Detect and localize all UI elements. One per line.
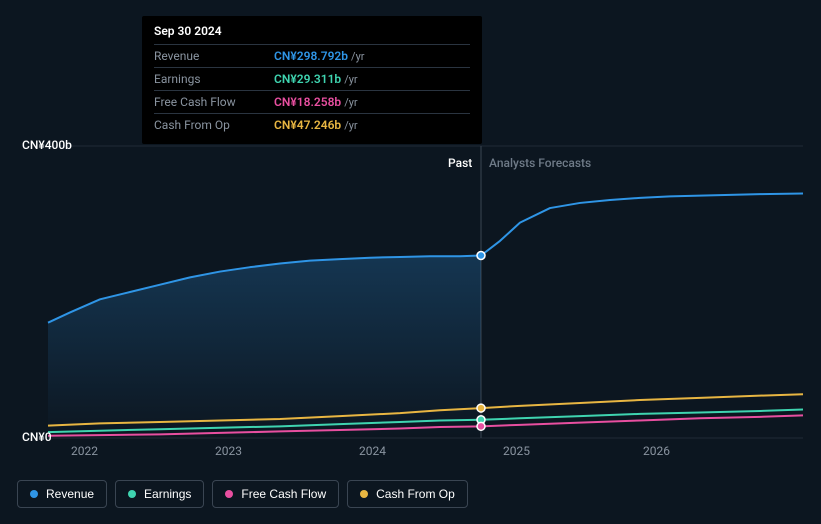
x-axis-label: 2023 (215, 444, 242, 458)
period-forecast-label: Analysts Forecasts (489, 156, 591, 170)
legend-swatch (225, 490, 233, 498)
tooltip-metric-value: CN¥47.246b/yr (274, 118, 358, 132)
x-axis-label: 2024 (359, 444, 386, 458)
tooltip-metric-label: Earnings (154, 72, 254, 86)
x-axis-label: 2025 (503, 444, 530, 458)
financials-chart: CN¥400b CN¥0 2022 2023 2024 2025 2026 Past Ana… (0, 0, 821, 524)
tooltip-date: Sep 30 2024 (154, 24, 470, 44)
y-axis-label: CN¥0 (22, 430, 52, 444)
legend-swatch (30, 490, 38, 498)
tooltip-metric-value: CN¥29.311b/yr (274, 72, 358, 86)
y-axis-label: CN¥400b (22, 138, 72, 152)
tooltip-metric-value: CN¥18.258b/yr (274, 95, 358, 109)
tooltip-unit: /yr (344, 73, 357, 86)
legend-label: Cash From Op (376, 487, 455, 501)
tooltip-unit: /yr (344, 119, 357, 132)
legend-label: Earnings (144, 487, 191, 501)
tooltip-unit: /yr (344, 96, 357, 109)
tooltip-row: Earnings CN¥29.311b/yr (154, 67, 470, 90)
chart-tooltip: Sep 30 2024 Revenue CN¥298.792b/yr Earning… (142, 16, 482, 144)
x-axis-label: 2026 (643, 444, 670, 458)
tooltip-metric-value: CN¥298.792b/yr (274, 49, 365, 63)
tooltip-metric-label: Free Cash Flow (154, 95, 254, 109)
x-axis-label: 2022 (71, 444, 98, 458)
legend-item-revenue[interactable]: Revenue (17, 480, 107, 508)
period-past-label: Past (448, 156, 472, 170)
legend-label: Revenue (46, 487, 94, 501)
chart-legend: Revenue Earnings Free Cash Flow Cash From O… (17, 480, 468, 508)
tooltip-metric-label: Revenue (154, 49, 254, 63)
tooltip-unit: /yr (351, 50, 364, 63)
legend-label: Free Cash Flow (241, 487, 326, 501)
legend-swatch (360, 490, 368, 498)
legend-item-earnings[interactable]: Earnings (115, 480, 204, 508)
legend-item-free_cf[interactable]: Free Cash Flow (212, 480, 339, 508)
tooltip-row: Free Cash Flow CN¥18.258b/yr (154, 90, 470, 113)
tooltip-metric-label: Cash From Op (154, 118, 254, 132)
tooltip-row: Revenue CN¥298.792b/yr (154, 44, 470, 67)
tooltip-row: Cash From Op CN¥47.246b/yr (154, 113, 470, 136)
legend-swatch (128, 490, 136, 498)
legend-item-cash_ops[interactable]: Cash From Op (347, 480, 468, 508)
